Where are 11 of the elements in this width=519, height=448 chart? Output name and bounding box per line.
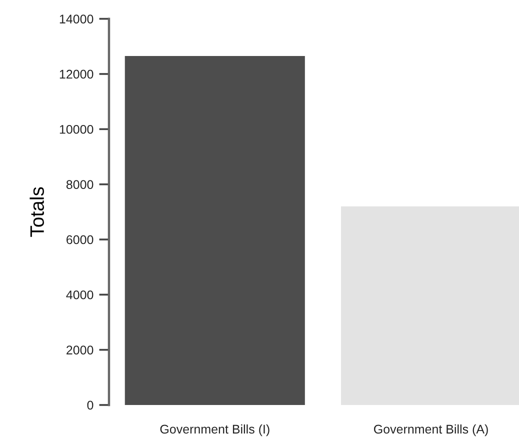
y-tick-label: 6000 — [66, 235, 94, 244]
y-axis-title: Totals — [30, 187, 44, 237]
y-tick-label: 14000 — [60, 14, 94, 24]
y-tick-label: 8000 — [66, 180, 94, 189]
y-tick-label: 2000 — [66, 346, 94, 354]
x-tick-label: Government Bills (A) — [374, 424, 488, 436]
y-tick-label: 10000 — [60, 124, 94, 134]
y-tick-label: 12000 — [60, 70, 94, 79]
y-tick-label: 0 — [87, 400, 94, 410]
x-tick-label: Government Bills (I) — [160, 424, 270, 436]
y-tick-label: 4000 — [66, 290, 94, 300]
